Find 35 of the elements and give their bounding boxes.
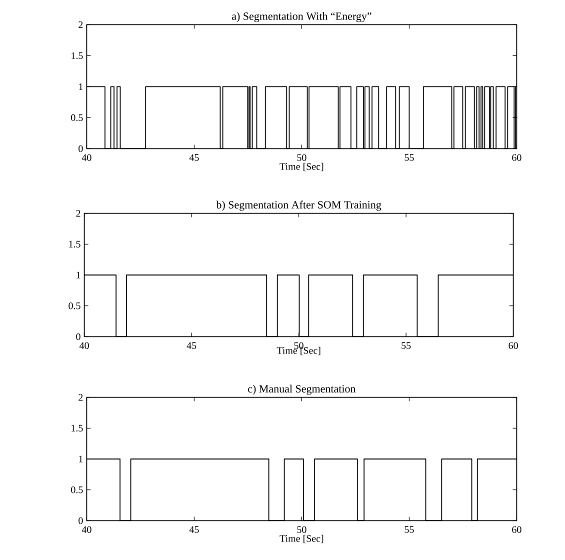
x-tick-label: 40	[82, 526, 92, 533]
y-tick-label: 1.5	[69, 240, 80, 248]
x-tick-label: 40	[82, 154, 92, 161]
x-tick-label: 55	[404, 154, 414, 161]
y-tick-label: 2	[78, 21, 83, 28]
x-axis-title: Time [Sec]	[280, 162, 324, 172]
x-tick-label: 50	[294, 342, 304, 349]
y-tick-label: 2	[78, 394, 83, 401]
chart-title: a) Segmentation With “Energy”	[232, 12, 372, 22]
x-tick-label: 45	[189, 526, 199, 533]
y-tick-label: 2	[76, 210, 80, 217]
y-tick-label: 0	[78, 145, 83, 152]
x-tick-label: 55	[404, 526, 414, 533]
x-tick-label: 60	[512, 154, 522, 161]
chart-title: c) Manual Segmentation	[248, 384, 356, 395]
x-tick-label: 50	[297, 154, 306, 161]
y-tick-label: 1	[79, 83, 83, 90]
x-tick-label: 60	[508, 342, 518, 349]
x-axis-title: Time [Sec]	[280, 534, 324, 544]
x-tick-label: 45	[189, 154, 199, 161]
y-tick-label: 0	[78, 517, 83, 524]
y-tick-label: 1	[79, 456, 83, 462]
x-tick-label: 45	[186, 342, 196, 349]
x-tick-label: 60	[512, 526, 522, 533]
y-tick-label: 0.5	[68, 302, 80, 310]
y-tick-label: 1.5	[72, 424, 83, 432]
chart-title: b) Segmentation After SOM Training	[216, 200, 382, 211]
y-tick-label: 1	[76, 272, 80, 278]
x-tick-label: 55	[402, 342, 411, 349]
x-tick-label: 50	[297, 526, 306, 533]
y-tick-label: 0	[76, 333, 80, 340]
y-tick-label: 1.5	[72, 52, 83, 60]
x-tick-label: 40	[79, 342, 89, 349]
y-tick-label: 0.5	[71, 114, 83, 122]
y-tick-label: 0.5	[71, 486, 83, 494]
